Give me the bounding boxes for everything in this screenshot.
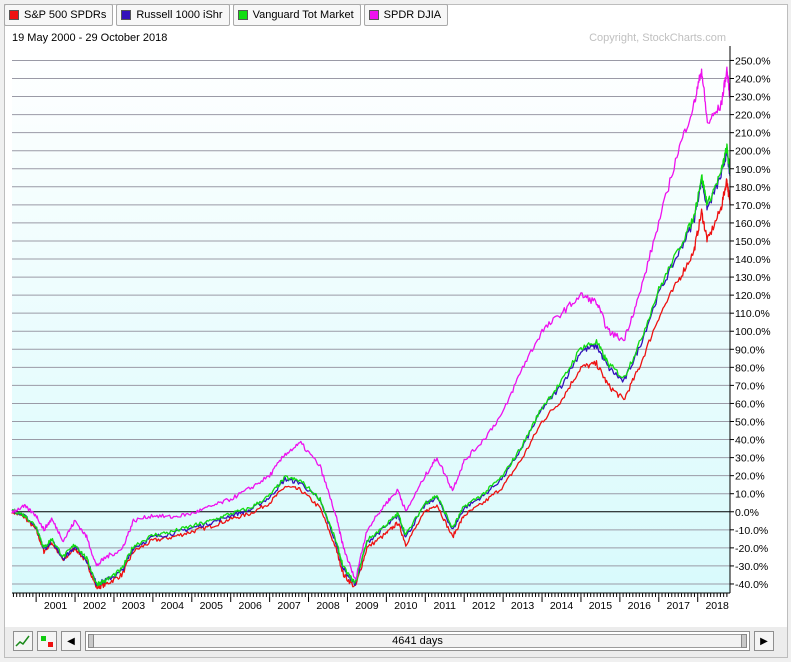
y-tick-label: 30.0% [735,453,765,465]
y-tick-label: 0.0% [735,507,759,519]
y-tick-label: 240.0% [735,73,771,85]
legend: S&P 500 SPDRs Russell 1000 iShr Vanguard… [4,4,449,26]
legend-label: SPDR DJIA [383,9,442,21]
scroll-days-label: 4641 days [392,635,443,647]
x-tick-label: 2015 [589,600,613,612]
y-tick-label: 10.0% [735,489,765,501]
plot-background [12,46,730,593]
y-tick-label: 40.0% [735,435,765,447]
legend-swatch [237,10,248,20]
time-scrollbar[interactable]: 4641 days [85,631,750,651]
line-chart-icon[interactable] [13,631,33,651]
x-tick-label: 2013 [511,600,535,612]
y-tick-label: 100.0% [735,326,771,338]
legend-swatch [368,10,379,20]
y-tick-label: 250.0% [735,55,771,67]
scroll-handle-left[interactable] [88,634,94,648]
x-tick-label: 2018 [705,600,729,612]
x-tick-label: 2012 [472,600,496,612]
x-tick-label: 2011 [433,600,456,612]
y-tick-label: 170.0% [735,200,771,212]
y-tick-label: 120.0% [735,290,771,302]
y-tick-label: 220.0% [735,110,771,122]
y-tick-label: 140.0% [735,254,771,266]
y-tick-label: 190.0% [735,164,771,176]
x-tick-label: 2008 [316,600,340,612]
price-chart: 250.0% 240.0% 230.0% 220.0% 210.0% 200.0% 190.… [11,32,771,612]
x-tick-label: 2010 [394,600,418,612]
series-line-2 [11,143,731,587]
scroll-thumb[interactable]: 4641 days [88,634,747,648]
legend-swatch [9,10,19,20]
y-tick-label: 180.0% [735,182,771,194]
series-line-3 [11,66,731,580]
legend-label: S&P 500 SPDRs [24,9,107,21]
bottom-toolbar: ◀ 4641 days ▶ [4,627,788,658]
x-tick-label: 2016 [628,600,652,612]
series-line-0 [11,178,731,590]
x-tick-label: 2005 [200,600,224,612]
bar-chart-icon[interactable] [37,631,57,651]
y-tick-label: 130.0% [735,272,771,284]
legend-item-dia[interactable]: SPDR DJIA [363,4,449,26]
x-tick-label: 2002 [83,600,107,612]
x-tick-label: 2006 [238,600,262,612]
legend-item-spy[interactable]: S&P 500 SPDRs [4,4,114,26]
x-tick-label: 2003 [122,600,146,612]
legend-item-iwb[interactable]: Russell 1000 iShr [116,4,230,26]
y-tick-label: 80.0% [735,362,765,374]
scroll-right-button[interactable]: ▶ [754,631,774,651]
legend-label: Vanguard Tot Market [252,9,354,21]
y-tick-label: 60.0% [735,398,765,410]
y-tick-label: 20.0% [735,471,765,483]
y-tick-label: 70.0% [735,380,765,392]
y-tick-label: -20.0% [735,543,768,555]
scroll-handle-right[interactable] [741,634,747,648]
date-range-label: 19 May 2000 - 29 October 2018 [12,32,167,44]
legend-label: Russell 1000 iShr [136,9,223,21]
x-tick-label: 2007 [277,600,301,612]
x-tick-label: 2009 [355,600,379,612]
x-tick-label: 2017 [667,600,691,612]
y-tick-label: 210.0% [735,128,771,140]
y-tick-label: 150.0% [735,236,771,248]
y-tick-label: 230.0% [735,92,771,104]
y-tick-label: 50.0% [735,416,765,428]
copyright-label: Copyright, StockCharts.com [589,32,726,44]
legend-swatch [121,10,132,20]
y-tick-label: 90.0% [735,344,765,356]
x-tick-label: 2001 [44,600,68,612]
y-tick-label: 160.0% [735,218,771,230]
y-tick-label: -30.0% [735,561,768,573]
legend-item-vti[interactable]: Vanguard Tot Market [232,4,361,26]
x-tick-label: 2014 [550,600,574,612]
x-tick-label: 2004 [161,600,185,612]
y-tick-label: -10.0% [735,525,768,537]
y-tick-label: 200.0% [735,146,771,158]
y-tick-label: -40.0% [735,579,768,591]
y-tick-label: 110.0% [735,308,770,320]
scroll-left-button[interactable]: ◀ [61,631,81,651]
